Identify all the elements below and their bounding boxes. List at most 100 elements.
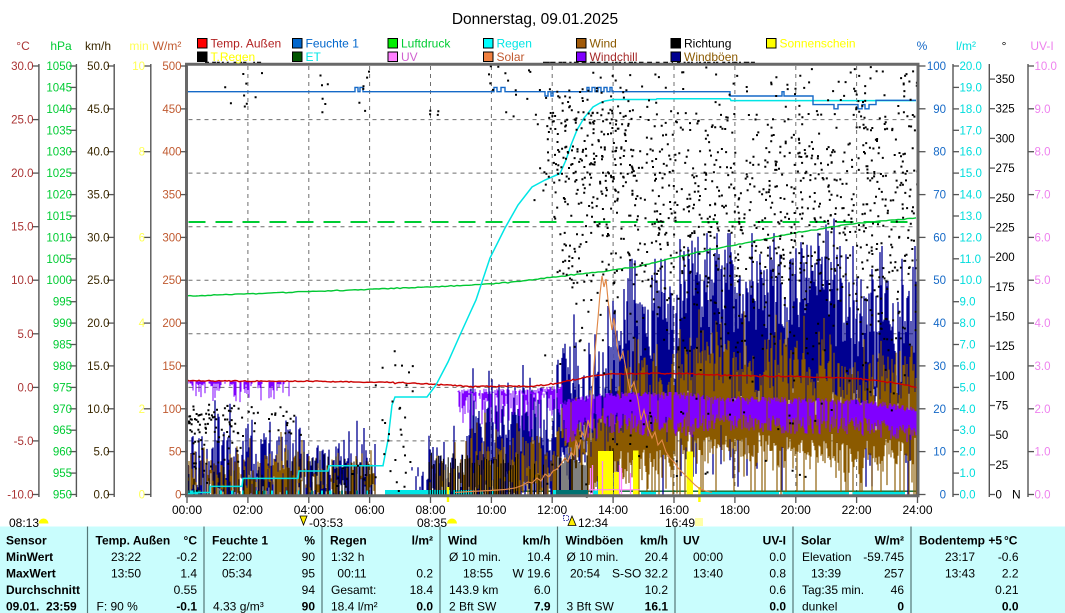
svg-text:13.0: 13.0 [960, 211, 982, 223]
svg-text:985: 985 [53, 340, 72, 352]
svg-text:5.0: 5.0 [960, 382, 976, 394]
svg-text:500: 500 [162, 61, 181, 73]
svg-text:Ø 10 min.: Ø 10 min. [449, 550, 501, 564]
svg-text:90: 90 [933, 104, 946, 116]
svg-text:13:50: 13:50 [111, 567, 141, 581]
svg-text:00:00: 00:00 [172, 503, 202, 517]
svg-text:l/m²: l/m² [412, 534, 433, 548]
svg-text:20:00: 20:00 [781, 503, 811, 517]
svg-text:35.0: 35.0 [87, 190, 109, 202]
svg-text:300: 300 [162, 232, 181, 244]
svg-text:7.0: 7.0 [960, 340, 976, 352]
svg-text:0: 0 [175, 490, 181, 502]
svg-text:94: 94 [302, 583, 316, 597]
svg-text:24:00: 24:00 [902, 503, 932, 517]
svg-text:325: 325 [996, 104, 1015, 116]
svg-text:Donnerstag, 09.01.2025: Donnerstag, 09.01.2025 [452, 11, 618, 28]
svg-text:990: 990 [53, 318, 72, 330]
svg-text:0.0: 0.0 [769, 550, 786, 564]
svg-text:00:11: 00:11 [337, 567, 366, 581]
svg-text:Regen: Regen [330, 534, 367, 548]
svg-text:5.0: 5.0 [1035, 275, 1051, 287]
svg-text:10.4: 10.4 [527, 550, 551, 564]
svg-text:45.0: 45.0 [87, 104, 109, 116]
svg-text:0: 0 [139, 490, 145, 502]
svg-text:0.0: 0.0 [18, 382, 34, 394]
svg-text:46: 46 [891, 583, 905, 597]
svg-text:l/m²: l/m² [956, 39, 976, 53]
svg-text:225: 225 [996, 222, 1015, 234]
svg-text:-10.0: -10.0 [7, 490, 33, 502]
svg-text:4: 4 [139, 318, 146, 330]
svg-text:1035: 1035 [46, 125, 72, 137]
svg-text:W 19.6: W 19.6 [512, 567, 550, 581]
svg-text:5.0: 5.0 [94, 447, 110, 459]
svg-text:-03:53: -03:53 [309, 516, 343, 530]
svg-text:0: 0 [996, 490, 1002, 502]
svg-text:143.9 km: 143.9 km [449, 583, 498, 597]
svg-text:23:17: 23:17 [945, 550, 975, 564]
svg-text:10:00: 10:00 [476, 503, 506, 517]
svg-text:100: 100 [927, 61, 946, 73]
svg-text:0.0: 0.0 [1002, 600, 1019, 613]
svg-text:km/h: km/h [85, 39, 111, 53]
svg-text:9.0: 9.0 [1035, 104, 1051, 116]
svg-text:°C: °C [1004, 534, 1018, 548]
svg-text:min: min [129, 39, 148, 53]
svg-text:6.0: 6.0 [534, 583, 551, 597]
svg-text:0: 0 [897, 600, 904, 613]
svg-text:75: 75 [996, 401, 1009, 413]
svg-text:04:00: 04:00 [294, 503, 324, 517]
svg-text:300: 300 [996, 133, 1015, 145]
svg-text:0.55: 0.55 [174, 583, 198, 597]
svg-text:0: 0 [940, 490, 946, 502]
svg-text:7.0: 7.0 [1035, 190, 1051, 202]
svg-text:8.0: 8.0 [960, 318, 976, 330]
svg-text:250: 250 [162, 275, 181, 287]
svg-text:4.0: 4.0 [1035, 318, 1051, 330]
svg-text:40.0: 40.0 [87, 147, 109, 159]
svg-text:965: 965 [53, 425, 72, 437]
svg-text:Luftdruck: Luftdruck [401, 37, 451, 51]
svg-text:°C: °C [184, 534, 198, 548]
svg-text:UV: UV [401, 50, 418, 64]
svg-text:dunkel: dunkel [802, 600, 837, 613]
svg-text:18.4 l/m²: 18.4 l/m² [331, 600, 378, 613]
svg-text:257: 257 [884, 567, 904, 581]
svg-text:Tag:35 min.: Tag:35 min. [802, 583, 864, 597]
svg-text:10.2: 10.2 [645, 583, 669, 597]
svg-text:UV: UV [683, 534, 700, 548]
svg-text:F: 90 %: F: 90 % [97, 600, 139, 613]
svg-text:995: 995 [53, 297, 72, 309]
svg-text:2.0: 2.0 [960, 447, 976, 459]
svg-text:1025: 1025 [46, 168, 72, 180]
svg-text:30.0: 30.0 [11, 61, 33, 73]
svg-text:-59.745: -59.745 [863, 550, 904, 564]
svg-text:275: 275 [996, 163, 1015, 175]
svg-text:20:54: 20:54 [570, 567, 600, 581]
svg-text:3.0: 3.0 [960, 425, 976, 437]
svg-text:970: 970 [53, 404, 72, 416]
svg-text:13:39: 13:39 [811, 567, 841, 581]
svg-text:2.0: 2.0 [1035, 404, 1051, 416]
svg-text:-0.2: -0.2 [176, 550, 197, 564]
svg-text:12:34: 12:34 [578, 516, 608, 530]
svg-text:Windböen: Windböen [684, 50, 738, 64]
svg-text:MaxWert: MaxWert [6, 567, 56, 581]
svg-text:100: 100 [162, 404, 181, 416]
svg-text:100: 100 [996, 371, 1015, 383]
svg-text:22:00: 22:00 [222, 550, 252, 564]
svg-text:13:40: 13:40 [693, 567, 723, 581]
svg-text:-0.6: -0.6 [998, 550, 1019, 564]
svg-text:-0.1: -0.1 [176, 600, 197, 613]
svg-text:18.4: 18.4 [410, 583, 434, 597]
svg-text:200: 200 [162, 318, 181, 330]
svg-text:350: 350 [996, 74, 1015, 86]
svg-text:16.0: 16.0 [960, 147, 982, 159]
svg-text:16:00: 16:00 [659, 503, 689, 517]
svg-text:0.0: 0.0 [960, 490, 976, 502]
svg-text:Feuchte 1: Feuchte 1 [212, 534, 268, 548]
svg-text:0.21: 0.21 [995, 583, 1019, 597]
svg-text:960: 960 [53, 447, 72, 459]
svg-text:Bodentemp +5: Bodentemp +5 [919, 534, 1002, 548]
